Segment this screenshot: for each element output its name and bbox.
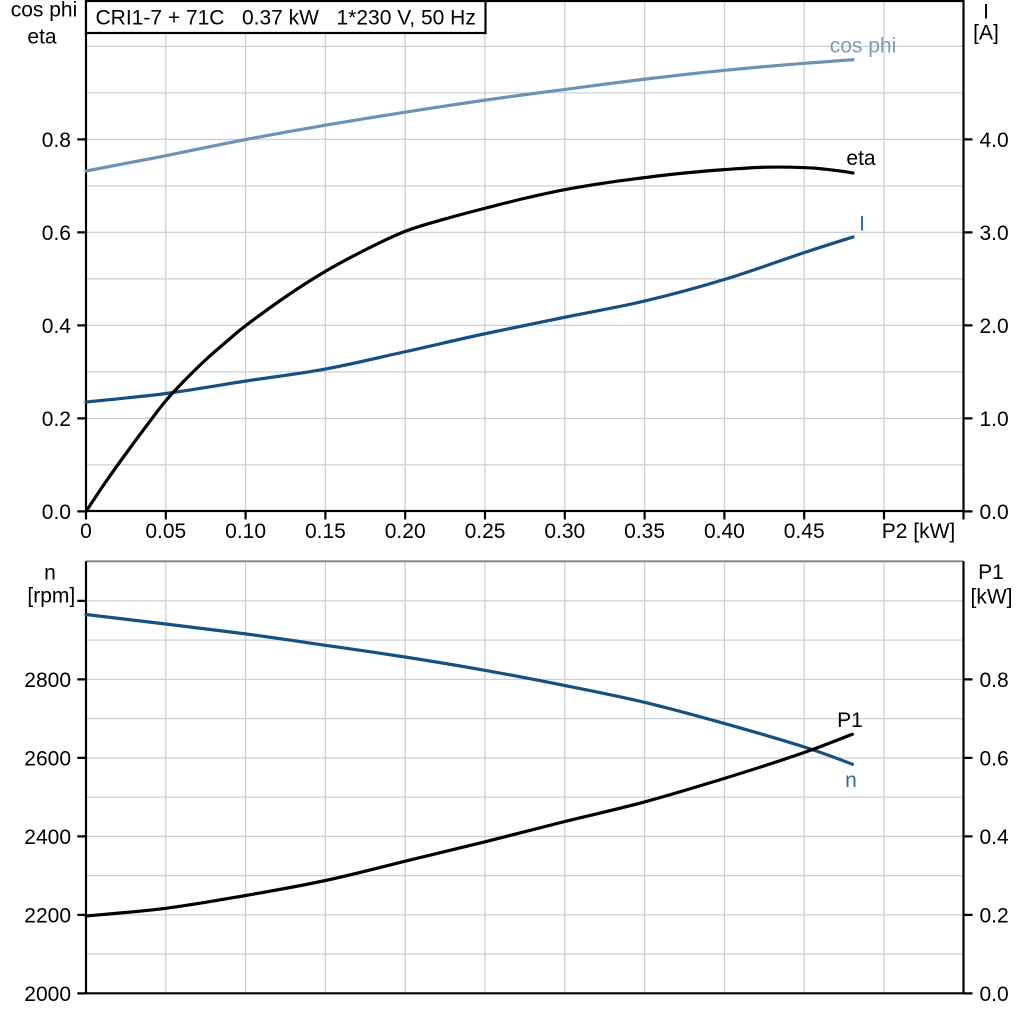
svg-text:P1: P1 [978,561,1004,584]
svg-text:0.2: 0.2 [42,408,71,431]
svg-text:I: I [983,1,989,24]
svg-text:eta: eta [846,147,876,170]
svg-text:1.0: 1.0 [980,408,1009,431]
svg-text:2800: 2800 [24,669,71,692]
svg-text:2.0: 2.0 [980,315,1009,338]
svg-text:I: I [859,213,865,236]
svg-text:n: n [845,769,857,792]
svg-text:0.0: 0.0 [980,983,1009,1006]
svg-text:0.10: 0.10 [225,520,266,543]
svg-text:0.45: 0.45 [784,520,825,543]
svg-text:0.6: 0.6 [42,222,71,245]
svg-text:0.35: 0.35 [624,520,665,543]
svg-text:0.15: 0.15 [305,520,346,543]
svg-text:[kW]: [kW] [971,585,1013,608]
svg-text:0.30: 0.30 [544,520,585,543]
svg-text:P1: P1 [837,709,863,732]
svg-text:0.4: 0.4 [42,315,72,338]
svg-text:4.0: 4.0 [980,129,1009,152]
svg-text:P2 [kW]: P2 [kW] [882,520,956,543]
svg-text:2400: 2400 [24,826,71,849]
svg-text:CRI1-7 + 71C 0.37 kW 1*230: CRI1-7 + 71C 0.37 kW 1*230 V, 50 Hz [96,7,476,30]
svg-text:0.40: 0.40 [704,520,745,543]
svg-text:2600: 2600 [24,747,71,770]
svg-text:2000: 2000 [24,983,71,1006]
svg-text:n: n [44,562,56,585]
svg-text:0.6: 0.6 [980,747,1009,770]
svg-text:0.25: 0.25 [465,520,506,543]
svg-text:cos phi: cos phi [830,35,897,58]
svg-text:[A]: [A] [973,22,999,45]
svg-text:0.2: 0.2 [980,904,1009,927]
svg-text:0: 0 [80,520,92,543]
svg-text:[rpm]: [rpm] [27,585,75,608]
svg-text:0.0: 0.0 [980,501,1009,524]
svg-text:cos phi: cos phi [11,0,78,22]
svg-text:2200: 2200 [24,904,71,927]
svg-text:0.4: 0.4 [980,826,1010,849]
svg-text:0.8: 0.8 [42,129,71,152]
svg-text:0.0: 0.0 [42,501,71,524]
svg-text:0.05: 0.05 [145,520,186,543]
svg-text:3.0: 3.0 [980,222,1009,245]
svg-text:0.8: 0.8 [980,669,1009,692]
svg-text:0.20: 0.20 [385,520,426,543]
svg-text:eta: eta [27,26,57,49]
